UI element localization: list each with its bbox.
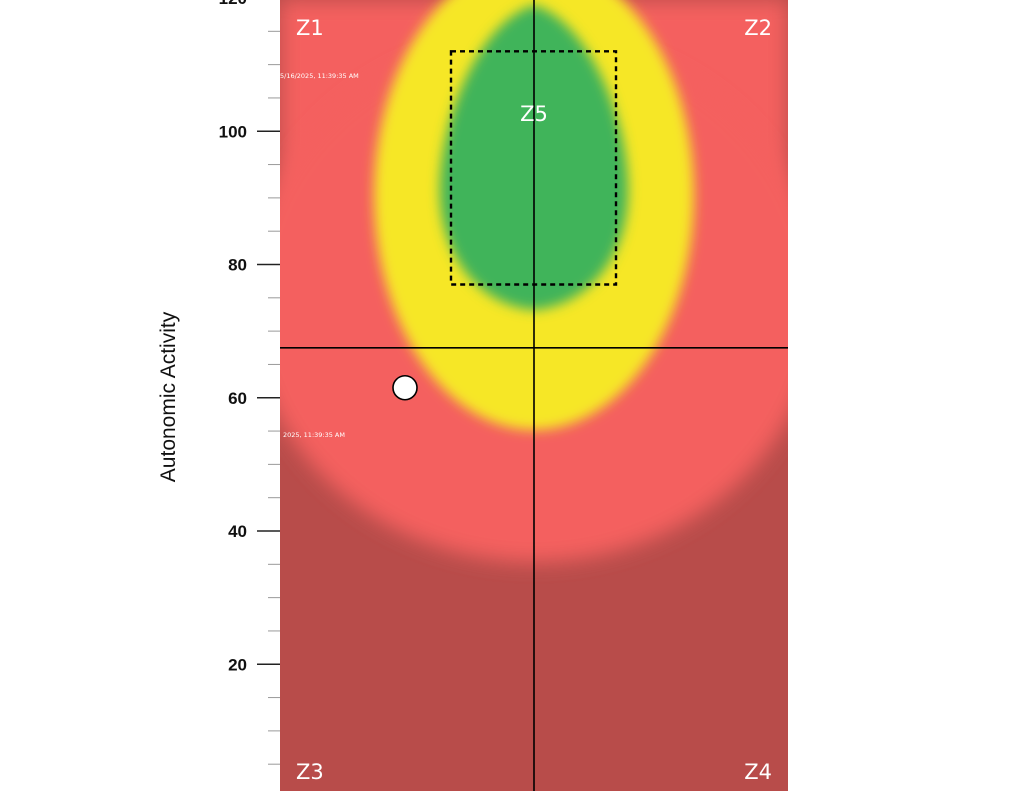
y-tick-label: 100: [219, 122, 247, 141]
current-reading-marker: [392, 374, 418, 401]
target-zone-box: [449, 50, 618, 286]
y-axis: 20 40 60 80 100 120: [219, 0, 280, 765]
y-tick-label: 120: [219, 0, 247, 8]
y-tick-label: 20: [228, 655, 247, 674]
y-tick-label: 80: [228, 256, 247, 275]
y-axis-label: Autonomic Activity: [157, 311, 180, 482]
zone-label-z5: Z5: [520, 102, 548, 126]
zone-label-z2: Z2: [744, 16, 772, 40]
y-tick-label: 40: [228, 522, 247, 541]
y-tick-label: 60: [228, 389, 247, 408]
zone-label-z4: Z4: [744, 760, 772, 784]
zone-label-z1: Z1: [296, 16, 324, 40]
timestamp-label: 2025, 11:39:35 AM: [283, 431, 345, 439]
zone-label-z3: Z3: [296, 760, 324, 784]
timestamp-label: 5/16/2025, 11:39:35 AM: [280, 72, 359, 80]
